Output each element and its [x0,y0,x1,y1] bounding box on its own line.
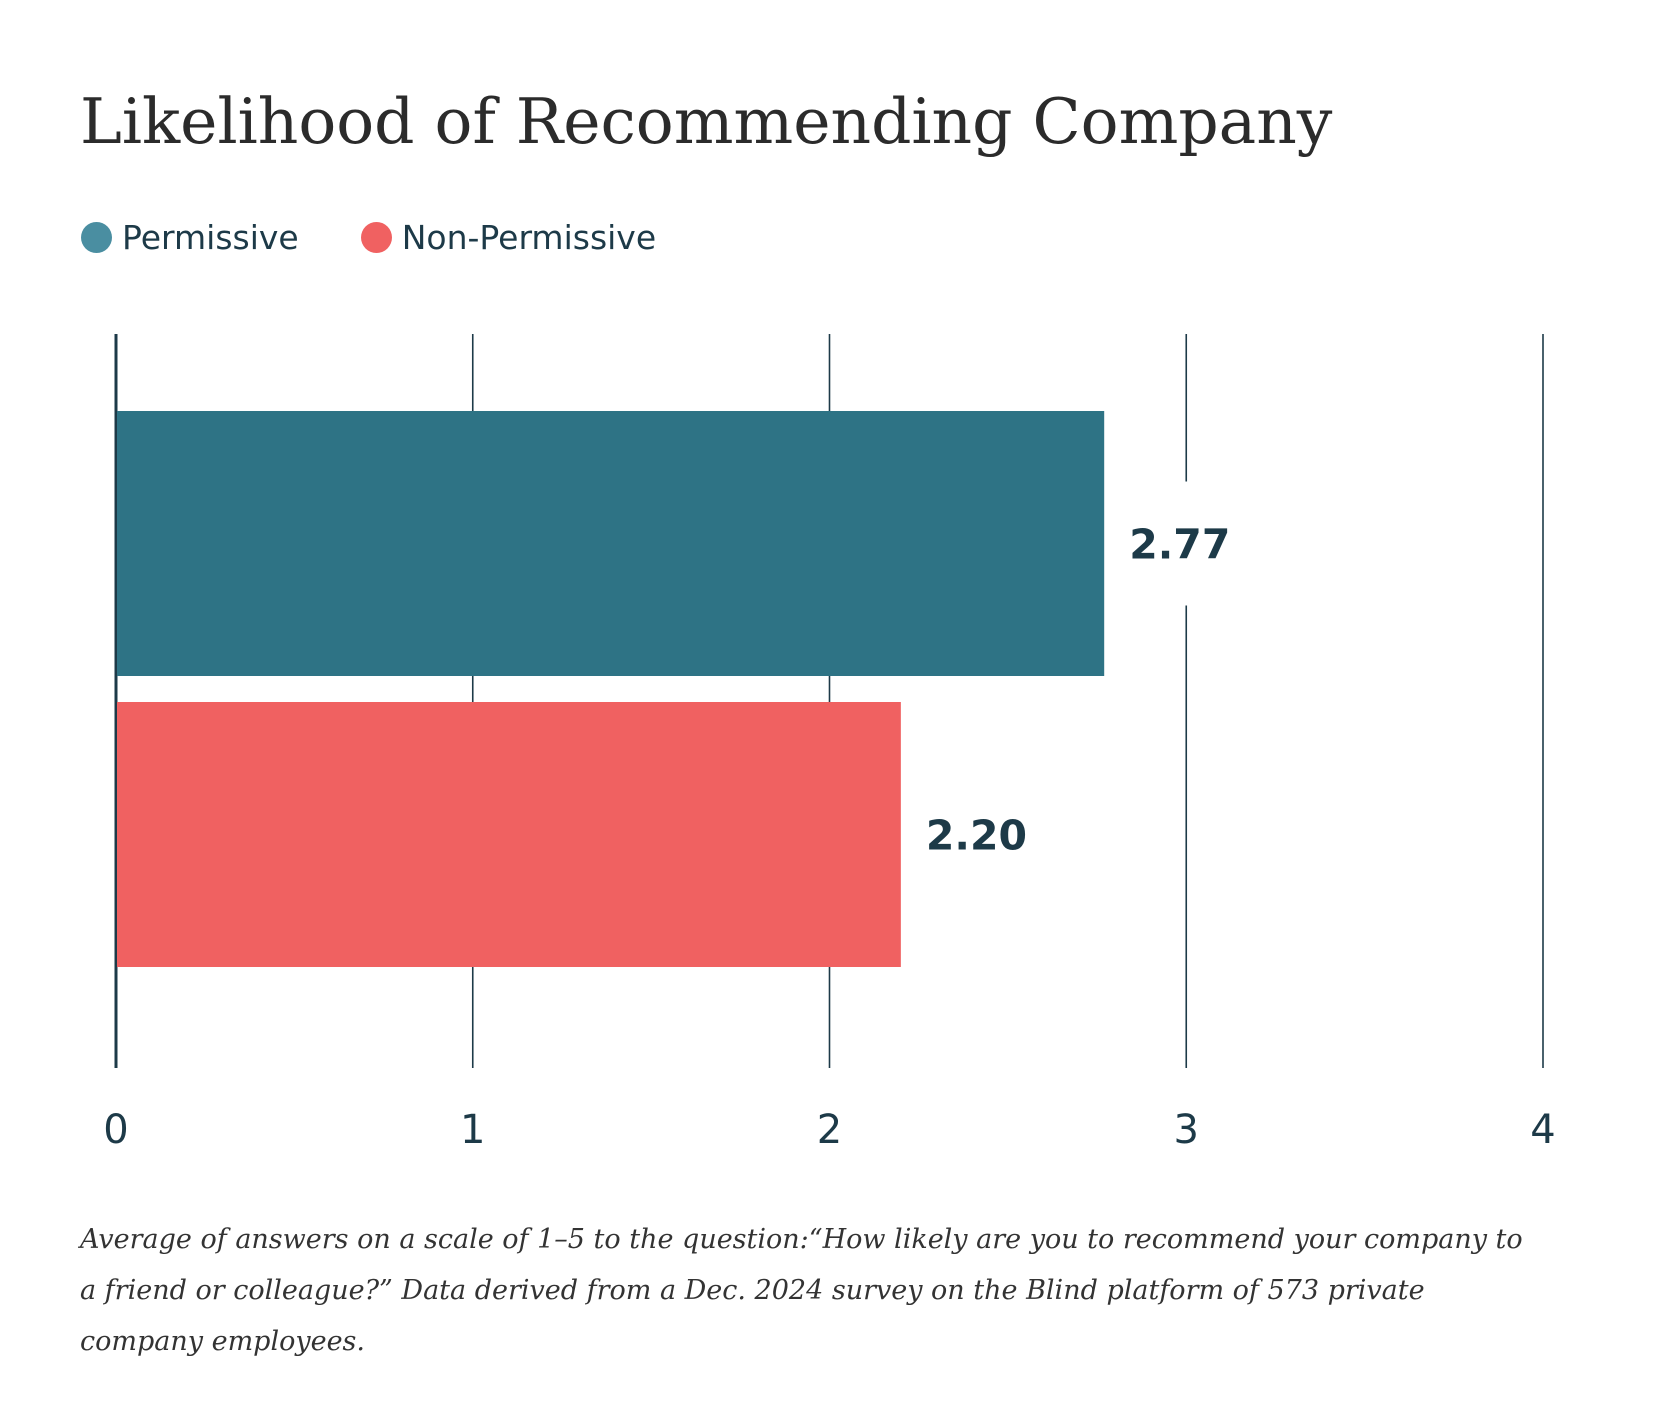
legend-item-permissive: Permissive [81,218,299,257]
tick-label-2: 2 [817,1107,842,1153]
bars [117,411,1105,967]
x-axis-tick-labels: 0 1 2 3 4 [103,1107,1555,1153]
legend-item-non-permissive: Non-Permissive [360,218,657,257]
legend-swatch-permissive [81,222,112,253]
tick-label-3: 3 [1174,1107,1199,1153]
value-labels: 2.77 2.20 [910,481,1255,897]
value-label-background-non-permissive [910,772,1051,897]
chart-footnote: Average of answers on a scale of 1–5 to … [80,1224,1523,1357]
tick-label-1: 1 [460,1107,485,1153]
chart-legend: Permissive Non-Permissive [81,218,718,257]
value-label-permissive: 2.77 [1129,521,1230,569]
bar-non-permissive [117,702,901,967]
chart-title: Likelihood of Recommending Company [80,85,1333,158]
value-label-non-permissive: 2.20 [926,812,1027,860]
bar-chart: 2.77 2.20 0 1 2 3 4 [103,334,1556,1153]
bar-permissive [117,411,1105,676]
tick-label-0: 0 [103,1107,128,1153]
legend-swatch-non-permissive [360,222,392,253]
value-label-background-permissive [1114,481,1255,606]
legend-label-permissive: Permissive [122,218,299,257]
tick-label-4: 4 [1530,1107,1555,1153]
legend-label-non-permissive: Non-Permissive [401,218,657,257]
